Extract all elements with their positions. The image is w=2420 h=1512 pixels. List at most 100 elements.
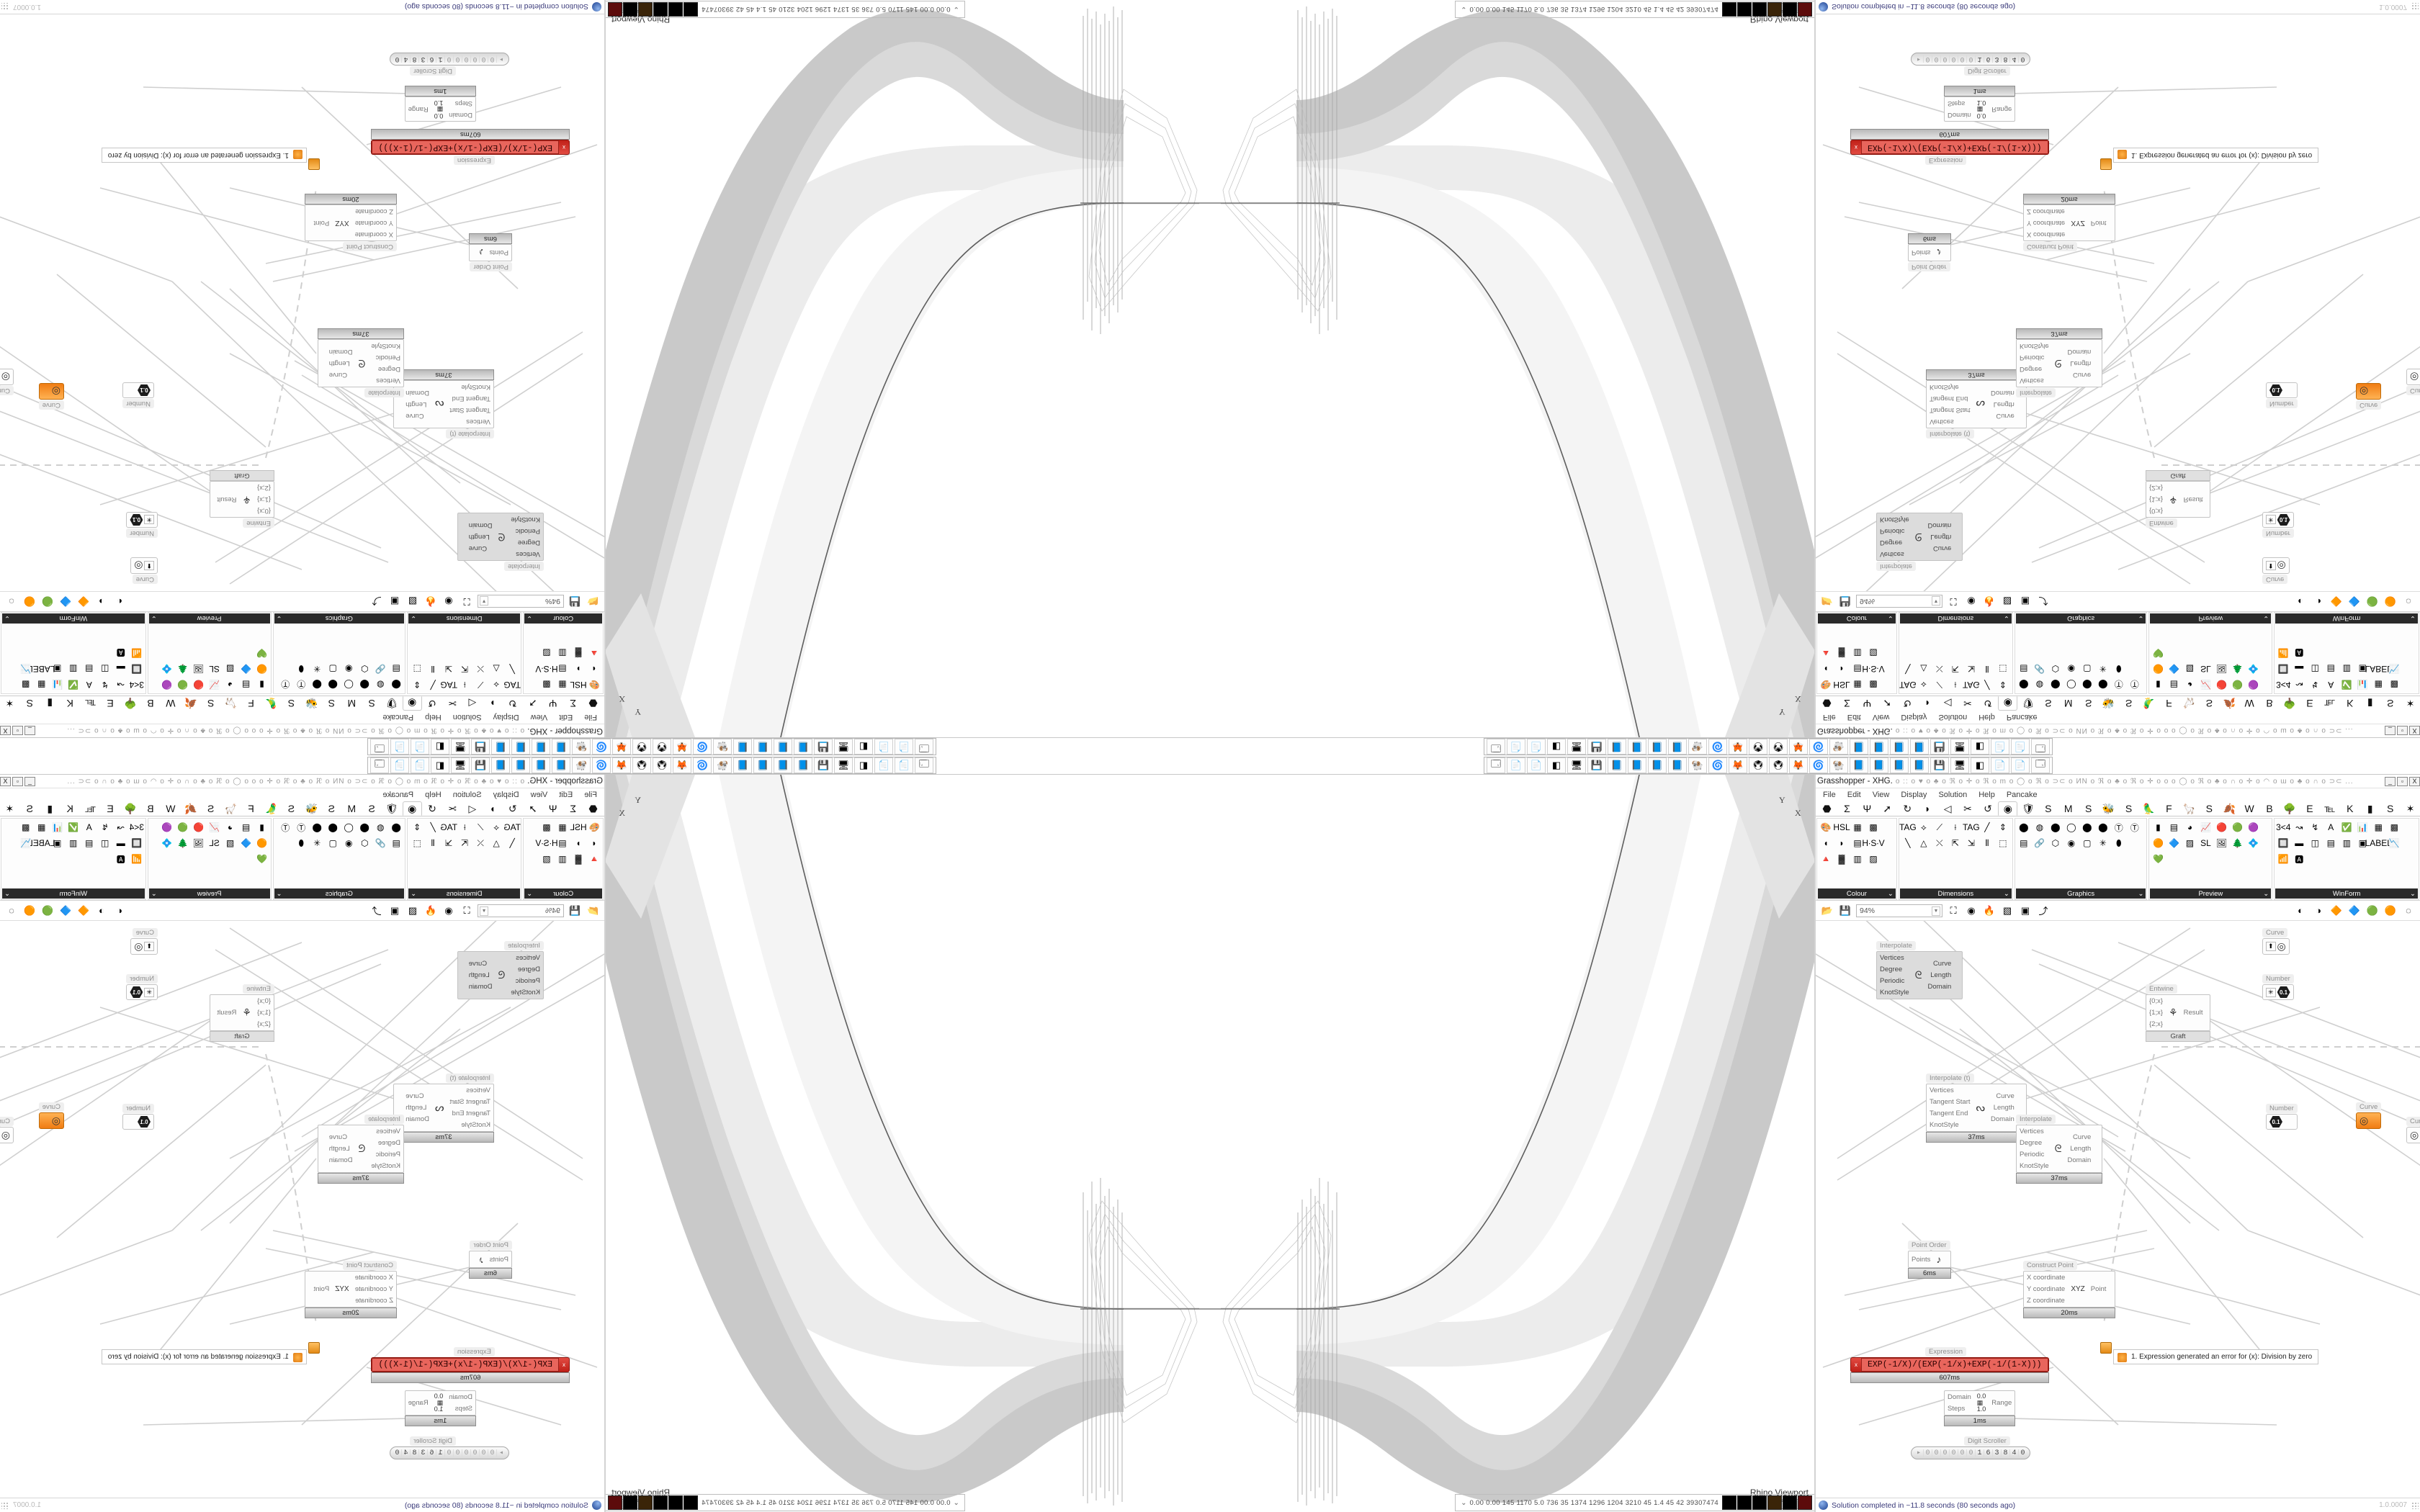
palette-icon[interactable]: 🔲 — [2277, 838, 2289, 848]
palette-icon[interactable]: 🟣 — [161, 680, 173, 690]
tab-parrot[interactable]: 🦜 — [264, 698, 278, 710]
display-mode-6-icon[interactable]: 🟠 — [23, 904, 36, 916]
taskbar-item[interactable]: 📄 — [1991, 739, 2009, 755]
scroller-digit[interactable]: 0 — [1966, 1449, 1975, 1457]
save-file-icon[interactable]: 💾 — [1839, 596, 1852, 608]
taskbar-item[interactable]: ◧ — [431, 739, 449, 755]
grasshopper-canvas[interactable]: Interpolate Vertices Degree Periodic Kno… — [0, 14, 604, 591]
param-curve-up[interactable]: Curve ⬆ ◎ — [2262, 925, 2290, 955]
scroller-digit[interactable]: 6 — [428, 1449, 436, 1457]
sketch-icon[interactable]: ⤴ — [372, 906, 382, 917]
palette-icon[interactable]: 📊 — [52, 822, 63, 832]
taskbar-item[interactable]: 📄 — [2011, 739, 2030, 755]
palette-group-dimensions[interactable]: TAG ⟡ ⟋ ⟊ TAG ╱ ⇕ ╲ △ ⤬ ⇱ ⇲ ⫴ ⬚ Dimensions ⌄ — [407, 818, 522, 900]
node-output[interactable]: Point — [313, 219, 330, 227]
canvas-toolbar[interactable]: 📂 💾 94% ▼ ⛶ ◉ 🔥 ▧ ▣ ⤴ ◐ ◑ 🔶 🔷 🟢 🟠 — [1816, 591, 2420, 611]
status-swatches[interactable] — [608, 2, 699, 17]
node-entwine[interactable]: Entwine {0;x} {1;x} {2;x} ⚘ Result Graft — [210, 470, 274, 531]
node-input[interactable]: Tangent End — [1930, 1110, 1968, 1117]
palette-icon[interactable]: ◯ — [344, 680, 354, 690]
digit-scroller-node[interactable]: Digit Scroller ▸ 0 0 0 0 0 0 1 6 3 8 4 0 — [1911, 1434, 2030, 1459]
palette-icon[interactable]: Ⓣ — [297, 679, 306, 690]
sketch-icon[interactable]: ⤴ — [2038, 595, 2048, 606]
scroller-digit[interactable]: 8 — [2001, 1449, 2009, 1457]
display-mode-4-icon[interactable]: 🔷 — [59, 904, 72, 916]
tab-s4[interactable]: S — [207, 698, 215, 709]
status-swatch[interactable] — [608, 2, 622, 17]
node-input[interactable]: {1;x} — [256, 495, 271, 503]
node-output[interactable]: Curve — [1932, 960, 1952, 968]
tab-m[interactable]: M — [347, 803, 357, 814]
node-input[interactable]: {0;x} — [2149, 507, 2164, 515]
node-output[interactable]: Length — [468, 971, 490, 979]
scroller-digit[interactable]: 3 — [419, 55, 428, 63]
status-swatches[interactable] — [1721, 2, 1812, 17]
taskbar-item[interactable]: 📘 — [1870, 739, 1888, 755]
menu-item-file[interactable]: File — [584, 790, 597, 799]
palette-icon[interactable]: H∙S∙V — [535, 838, 558, 848]
param-curve-2[interactable]: Curve ◎ — [0, 1114, 14, 1143]
palette-icon[interactable]: ▩ — [2390, 822, 2398, 832]
palette-icon[interactable]: LABEL — [2365, 664, 2392, 674]
palette-icon[interactable]: 🔴 — [193, 680, 205, 690]
palette-icon[interactable]: ⬤ — [2082, 680, 2092, 690]
palette-icon[interactable]: TAG — [503, 680, 521, 690]
scroller-digit[interactable]: 0 — [1932, 55, 1940, 63]
palette-group-colour[interactable]: 🎨 HSL ▦ ▩ ◖ ◗ ▤ H∙S∙V 🔺 ▓ ▥ ▨ Colour ⌄ — [1816, 818, 1897, 900]
scroller-digit[interactable]: 0 — [1966, 55, 1975, 63]
node-interpolate-1[interactable]: Interpolate Vertices Degree Periodic Kno… — [457, 938, 544, 999]
node-input[interactable]: Degree — [2020, 1139, 2043, 1147]
tab-s2[interactable]: S — [2084, 698, 2092, 709]
palette-icon[interactable]: ⇲ — [1967, 664, 1975, 674]
tab-params[interactable]: ⬣ — [588, 698, 598, 710]
palette-icon[interactable]: Ⓣ — [2114, 679, 2123, 690]
display-mode-6-icon[interactable]: 🟠 — [23, 596, 36, 608]
node-input[interactable]: Periodic — [1880, 527, 1905, 535]
digit-scroller[interactable]: ▸ 0 0 0 0 0 0 1 6 3 8 4 0 — [390, 1446, 509, 1459]
palette-group-label[interactable]: Colour ⌄ — [1818, 613, 1896, 624]
status-swatches[interactable] — [1721, 1495, 1812, 1510]
menu-item-file[interactable]: File — [1823, 790, 1836, 799]
tab-intersect[interactable]: ✂ — [448, 802, 457, 814]
expression-input-x[interactable]: x — [1855, 1362, 1857, 1368]
palette-icon[interactable]: 🔗 — [2034, 664, 2045, 674]
node-input[interactable]: {1;x} — [2149, 495, 2164, 503]
palette-icon[interactable]: ▣ — [2358, 838, 2367, 848]
palette-icon[interactable]: ◖ — [1823, 664, 1829, 674]
palette-icon[interactable]: 📈 — [2200, 822, 2211, 832]
tab-mesh[interactable]: ◁ — [468, 698, 477, 710]
palette-icon[interactable]: HSL — [570, 680, 587, 690]
palette-icon[interactable]: ⇱ — [1951, 838, 1959, 848]
palette-icon[interactable]: 📈 — [209, 680, 220, 690]
preview-eye-icon[interactable]: ◉ — [444, 596, 453, 608]
node-input[interactable]: Steps — [454, 1405, 472, 1413]
palette-icon[interactable]: ◯ — [2066, 822, 2076, 832]
status-swatch[interactable] — [1798, 2, 1812, 17]
taskbar-item[interactable]: 📘 — [1628, 739, 1646, 755]
tab-s2[interactable]: S — [328, 803, 336, 814]
param-number-star[interactable]: Number ✳ 0.1 — [2262, 512, 2294, 541]
taskbar-item[interactable]: 🗔 — [915, 739, 933, 755]
tab-blue[interactable]: ▮ — [2367, 802, 2373, 814]
palette-icon[interactable]: 🟠 — [2152, 838, 2164, 848]
zoom-level-input[interactable]: 94% ▼ — [478, 595, 564, 608]
taskbar-item[interactable]: 📄 — [895, 757, 913, 773]
menu-item-view[interactable]: View — [530, 790, 548, 799]
taskbar-item[interactable]: 📘 — [491, 739, 510, 755]
palette-icon[interactable]: ▩ — [1869, 822, 1878, 832]
palette-icon[interactable]: ╱ — [430, 680, 436, 690]
palette-icon[interactable]: ◕ — [2187, 680, 2193, 690]
node-input[interactable]: Y coordinate — [2027, 219, 2066, 227]
node-entwine[interactable]: Entwine {0;x} {1;x} {2;x} ⚘ Result Graft — [210, 981, 274, 1042]
palette-icon[interactable]: ⇕ — [1999, 822, 2007, 832]
taskbar-item[interactable]: 📘 — [1890, 739, 1909, 755]
menu-item-help[interactable]: Help — [425, 713, 442, 722]
palette-icon[interactable]: ⬮ — [298, 837, 304, 848]
grasshopper-canvas[interactable]: Interpolate Vertices Degree Periodic Kno… — [0, 921, 604, 1498]
palette-icon[interactable]: 🟠 — [2152, 664, 2164, 674]
palette-icon[interactable]: 🟢 — [2231, 680, 2243, 690]
chevron-down-icon[interactable]: ⌄ — [526, 614, 533, 623]
taskbar-item[interactable]: 💾 — [1930, 757, 1949, 773]
palette-icon[interactable]: 📈 — [209, 822, 220, 832]
chevron-down-icon[interactable]: ⌄ — [151, 614, 157, 623]
